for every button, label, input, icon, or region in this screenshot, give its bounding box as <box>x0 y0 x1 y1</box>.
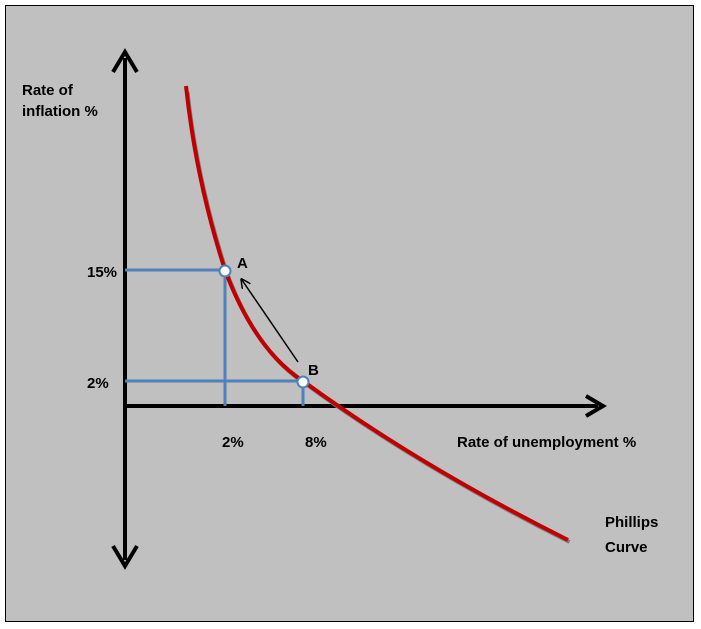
y-tick-2: 2% <box>87 375 109 392</box>
x-tick-8: 8% <box>305 434 327 451</box>
y-axis-label-line1: Rate of <box>22 82 74 99</box>
point-b-label: B <box>308 362 319 379</box>
point-a-marker <box>218 264 232 278</box>
point-a-label: A <box>237 255 248 272</box>
movement-arrow <box>242 280 299 363</box>
x-tick-2: 2% <box>222 434 244 451</box>
x-axis <box>125 394 607 418</box>
diagram-frame <box>5 5 694 622</box>
point-b-marker <box>296 375 310 389</box>
x-axis-label: Rate of unemployment % <box>457 434 636 451</box>
y-tick-15: 15% <box>87 264 117 281</box>
curve-label-line2: Curve <box>605 539 648 556</box>
y-axis-label-line2: inflation % <box>22 103 98 120</box>
curve-label-line1: Phillips <box>605 514 658 531</box>
y-axis <box>111 48 139 570</box>
guide-lines <box>125 268 305 406</box>
phillips-curve <box>184 85 571 544</box>
